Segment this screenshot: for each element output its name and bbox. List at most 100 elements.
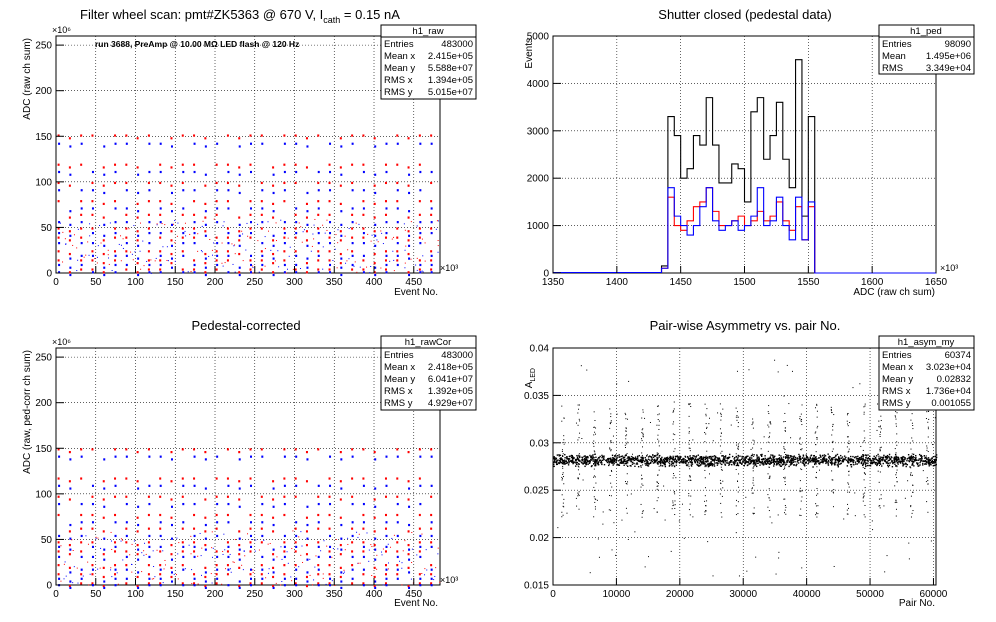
data-point-red [294,527,297,530]
data-point-red [147,213,150,216]
asym-point [669,457,671,459]
y-tick-label: 4000 [527,79,550,90]
asym-spike-point [783,442,785,444]
asym-point [837,464,839,467]
asym-spike-point [705,423,707,425]
asym-point [889,462,891,464]
data-point-red [305,262,308,265]
data-point-blue [69,266,72,269]
data-point-red [57,573,60,576]
data-point-blue [148,502,151,506]
data-point-blue [204,257,207,260]
asym-point [595,462,597,464]
data-point-blue [329,142,332,145]
data-point-red [57,181,60,185]
x-tick-label: 100 [127,589,144,600]
data-point-red [136,585,139,588]
asym-point [843,459,845,461]
data-point-blue [137,273,140,277]
data-point-blue [396,455,399,458]
asym-point [873,455,875,458]
data-point-blue [148,170,151,174]
asym-point [912,460,914,463]
data-point-blue [216,263,219,267]
data-point-red [339,239,342,242]
asym-point [725,457,727,459]
data-point-blue [58,455,61,458]
asym-point [559,457,561,460]
asym-point [850,460,852,462]
asym-point [723,459,725,461]
data-point-red [181,134,184,137]
scatter-point [242,233,244,235]
asym-spike-point [720,412,722,414]
asym-point [588,462,591,464]
asym-point [772,456,774,458]
data-point-blue [317,545,320,549]
scatter-point [290,576,292,578]
data-point-blue [362,568,365,571]
data-point-red [80,550,83,553]
data-point-red [249,213,252,216]
data-point-blue [204,458,207,461]
asym-spike-point [658,465,660,467]
asym-spike-point [672,433,674,435]
asym-point [564,459,566,461]
asym-point [592,460,594,462]
asym-point [586,459,589,462]
scatter-point [300,554,302,556]
data-point-blue [137,244,140,247]
asym-point [615,459,617,461]
asym-spike-point [673,491,675,493]
asym-point [595,456,597,458]
asym-spike-point [896,459,898,461]
asym-point [901,456,903,459]
data-point-red [114,163,117,166]
asym-spike-point [879,425,881,427]
asym-spike-point [579,432,581,434]
asym-spike-point [927,436,929,438]
asym-point [710,457,712,459]
asym-point [747,461,750,464]
asym-point [601,454,603,457]
asym-spike-point [689,475,691,477]
asym-point [759,464,761,466]
asym-spike-point [911,413,913,415]
scatter-point [130,251,132,253]
asym-point [637,465,640,468]
scatter-point [393,236,395,238]
asym-point [590,459,593,461]
asym-spike-point [561,476,563,478]
asym-point [622,460,624,463]
scatter-point [189,233,191,235]
x-tick-label: 1350 [542,277,565,288]
asym-point [568,457,570,460]
asym-point [760,454,763,457]
scatter-point [211,249,213,251]
data-point-blue [396,534,399,538]
asym-point [882,457,884,459]
asym-point [562,459,564,461]
data-point-blue [374,273,377,277]
asym-point [772,460,775,462]
scatter-point [221,242,223,244]
scatter-point [223,221,225,223]
asym-point [828,456,830,459]
data-point-blue [329,455,332,458]
data-point-red [249,573,252,576]
asym-point [931,461,934,463]
asym-point [714,457,716,459]
asym-outlier [708,423,710,425]
data-point-blue [283,455,286,458]
data-point-blue [170,458,173,461]
asym-point [753,454,755,456]
scatter-point [143,265,145,267]
asym-point [668,460,671,462]
asym-point [591,455,593,457]
scatter-point [292,268,294,270]
data-point-blue [69,523,72,527]
asym-point [891,465,894,468]
data-point-red [204,516,207,519]
scatter-point [280,219,282,221]
data-point-red [91,200,94,203]
